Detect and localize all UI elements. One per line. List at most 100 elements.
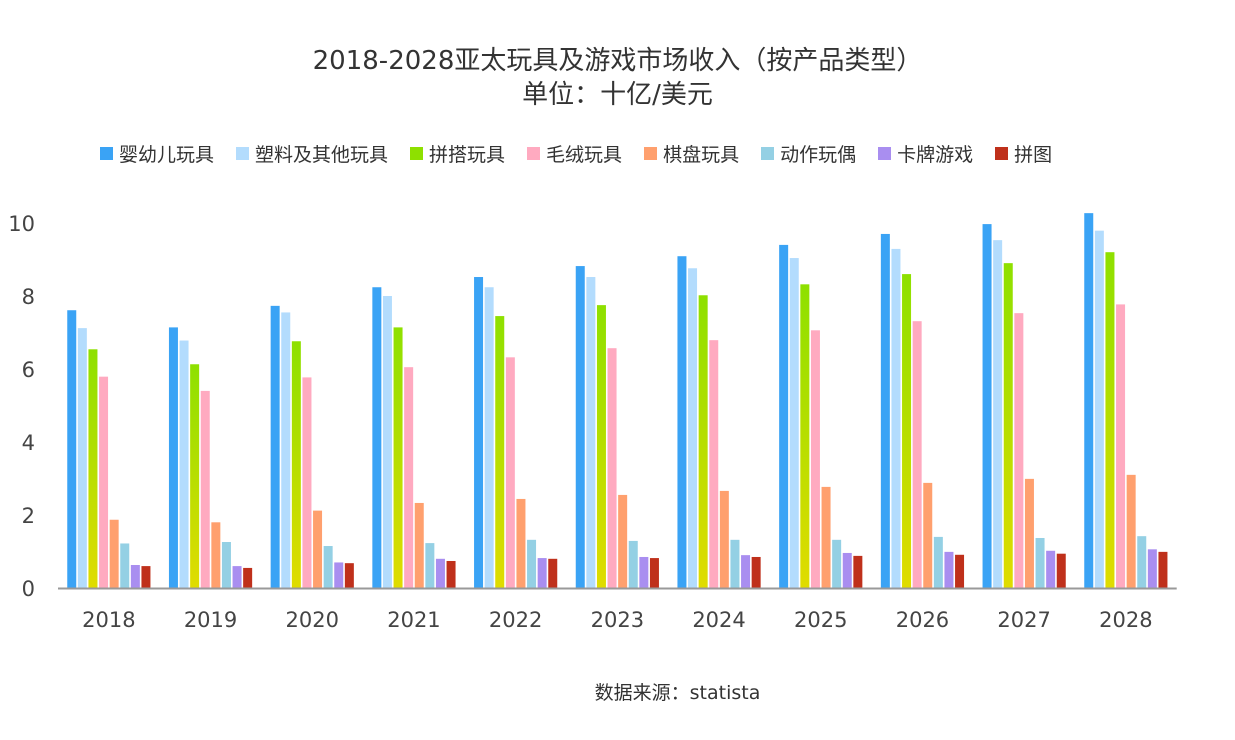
bar: [221, 542, 231, 588]
bar: [200, 390, 210, 588]
bar: [1084, 213, 1094, 588]
bar: [77, 328, 87, 588]
x-tick-label: 2022: [489, 608, 542, 632]
legend-label: 婴幼儿玩具: [119, 144, 215, 166]
legend: 婴幼儿玩具 塑料及其他玩具 拼搭玩具 毛绒玩具 棋盘玩具 动作玩偶 卡牌游戏 拼图: [100, 140, 1074, 167]
legend-label: 拼图: [1014, 144, 1053, 166]
x-tick-label: 2025: [794, 608, 847, 632]
bar: [1056, 553, 1066, 588]
bar: [393, 327, 403, 588]
bar: [505, 357, 515, 588]
bar: [1024, 478, 1034, 588]
bar: [779, 244, 789, 588]
legend-item: 塑料及其他玩具: [236, 140, 388, 167]
legend-item: 棋盘玩具: [644, 140, 739, 167]
bar: [484, 287, 494, 588]
y-tick-label: 8: [22, 285, 35, 309]
chart-title: 2018-2028亚太玩具及游戏市场收入（按产品类型） 单位：十亿/美元: [0, 44, 1235, 112]
bar: [821, 486, 831, 588]
title-text: 2018-2028亚太玩具及游戏市场收入（按产品类型）: [312, 46, 923, 76]
legend-swatch: [761, 147, 775, 160]
bar: [1147, 549, 1157, 588]
legend-item: 卡牌游戏: [878, 140, 973, 167]
x-tick-label: 2020: [286, 608, 339, 632]
bar: [1137, 536, 1147, 588]
bar: [944, 551, 954, 588]
source-note: 数据来源：statista: [594, 682, 761, 704]
bar: [842, 552, 852, 588]
bar: [607, 348, 617, 588]
bar: [810, 330, 820, 588]
y-tick-label: 2: [22, 504, 35, 528]
bar: [446, 560, 456, 588]
bar: [688, 268, 698, 588]
bar: [800, 284, 810, 588]
y-tick-label: 10: [8, 212, 35, 236]
x-tick-label: 2019: [184, 608, 237, 632]
bar: [789, 258, 799, 588]
legend-swatch: [527, 147, 541, 160]
bar: [211, 522, 221, 588]
bar: [88, 349, 98, 588]
bar: [730, 539, 740, 588]
bar: [281, 312, 291, 588]
legend-label: 塑料及其他玩具: [255, 144, 389, 166]
legend-swatch: [236, 147, 250, 160]
bar: [404, 367, 414, 588]
x-tick-label: 2026: [896, 608, 949, 632]
bar: [190, 364, 200, 588]
bar: [880, 233, 890, 588]
bar: [344, 563, 354, 588]
bar: [1126, 474, 1136, 588]
bar: [270, 305, 280, 588]
legend-label: 棋盘玩具: [663, 144, 740, 166]
bar: [993, 240, 1003, 588]
bar: [912, 321, 922, 588]
bar: [109, 519, 119, 588]
bar: [596, 305, 606, 588]
legend-label: 拼搭玩具: [429, 144, 506, 166]
x-tick-label: 2024: [692, 608, 745, 632]
bar: [130, 565, 140, 588]
bar: [1116, 304, 1126, 588]
legend-item: 拼搭玩具: [410, 140, 505, 167]
subtitle-text: 单位：十亿/美元: [522, 80, 713, 110]
y-tick-label: 0: [22, 577, 35, 601]
x-tick-label: 2028: [1099, 608, 1152, 632]
bar: [67, 310, 77, 588]
bar: [853, 555, 863, 588]
bar: [955, 554, 965, 588]
bar: [719, 490, 729, 588]
bar: [933, 536, 943, 588]
bar: [179, 340, 189, 588]
legend-item: 拼图: [995, 140, 1052, 167]
bar: [709, 340, 719, 588]
bar: [1003, 263, 1013, 588]
bar: [1035, 537, 1045, 588]
bar: [891, 248, 901, 589]
bar: [618, 494, 628, 588]
bar: [382, 296, 392, 588]
bar: [923, 482, 933, 588]
bar: [677, 256, 687, 588]
bar: [751, 556, 761, 588]
bar: [832, 539, 842, 588]
bar: [474, 277, 484, 588]
x-tick-label: 2023: [591, 608, 644, 632]
bar: [323, 546, 333, 588]
bar: [575, 266, 585, 588]
bar: [548, 558, 558, 588]
bar: [372, 287, 382, 588]
x-tick-label: 2027: [997, 608, 1050, 632]
bar: [313, 510, 323, 588]
bar: [586, 277, 596, 588]
bar: [1105, 252, 1115, 588]
legend-label: 毛绒玩具: [546, 144, 623, 166]
legend-swatch: [878, 147, 892, 160]
bar: [537, 558, 547, 588]
bar: [291, 341, 301, 588]
bar: [982, 224, 992, 588]
bar: [527, 539, 537, 588]
bar: [741, 555, 751, 588]
